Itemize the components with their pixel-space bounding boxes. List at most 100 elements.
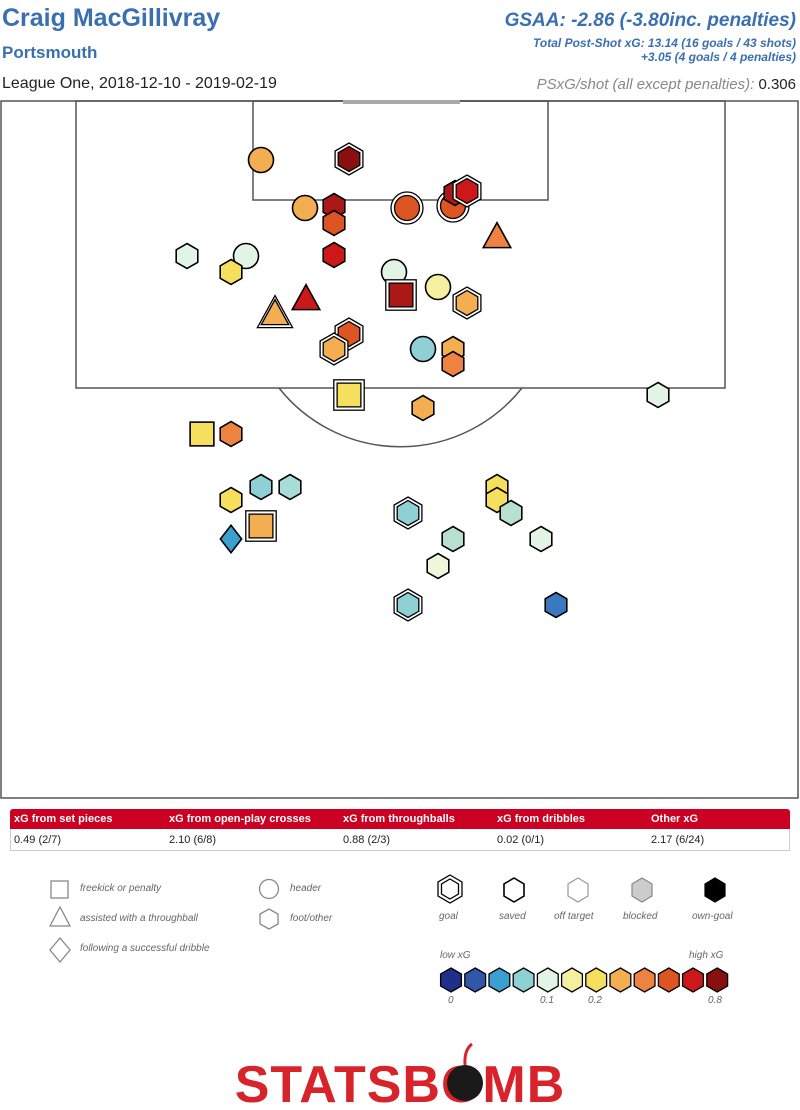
shot-marker <box>278 473 302 501</box>
legend-header-label: header <box>290 883 322 894</box>
shot-marker <box>393 496 423 530</box>
shot-marker <box>424 273 452 301</box>
set-pieces-value: 0.49 (2/7) <box>14 834 62 846</box>
shot-marker <box>256 294 294 329</box>
shot-marker <box>390 191 424 225</box>
logo-text: STATSBOMB <box>235 1056 566 1110</box>
shot-marker <box>385 279 417 311</box>
scale-high-label: high xG <box>689 950 724 961</box>
penalty-arc <box>278 387 523 448</box>
gsaa-value: GSAA: -2.86 (-3.80inc. penalties) <box>504 10 796 31</box>
scale-tick-0-2: 0.2 <box>588 995 602 1006</box>
shot-marker <box>175 242 199 270</box>
legend-dribble-label: following a successful dribble <box>80 943 210 954</box>
xg-breakdown-header <box>10 809 790 829</box>
other-xg-label: Other xG <box>651 813 699 825</box>
scale-swatch <box>657 967 680 993</box>
crosses-value: 2.10 (6/8) <box>169 834 217 846</box>
shot-marker <box>219 523 243 555</box>
shot-marker <box>499 499 523 527</box>
shot-marker <box>393 588 423 622</box>
scale-tick-0: 0 <box>448 995 454 1006</box>
throughballs-value: 0.88 (2/3) <box>343 834 391 846</box>
own-goal-outcome-icon <box>704 877 726 903</box>
shot-marker <box>249 473 273 501</box>
scale-swatch <box>488 967 511 993</box>
shot-marker <box>452 174 482 208</box>
circle-icon <box>258 878 280 900</box>
xg-breakdown-body <box>10 829 790 851</box>
shot-marker <box>219 420 243 448</box>
shots-layer <box>175 142 670 622</box>
crosses-label: xG from open-play crosses <box>169 813 311 825</box>
statsbomb-logo: STATSBOMB <box>235 1042 566 1110</box>
scale-tick-0-8: 0.8 <box>708 995 722 1006</box>
scale-swatch <box>536 967 559 993</box>
shape-legend <box>48 878 280 964</box>
scale-tick-0-1: 0.1 <box>540 995 554 1006</box>
shot-marker <box>481 220 513 249</box>
square-icon <box>50 880 69 899</box>
shot-marker <box>333 379 365 411</box>
team-name: Portsmouth <box>2 43 98 62</box>
shot-marker <box>245 510 277 542</box>
shot-marker <box>319 332 349 366</box>
goal-outcome-icon <box>437 874 463 904</box>
set-pieces-label: xG from set pieces <box>14 813 113 825</box>
legend-saved-label: saved <box>499 911 526 922</box>
scale-low-label: low xG <box>440 950 471 961</box>
outcome-legend <box>437 874 726 904</box>
psxg-per-shot-value: 0.306 <box>758 76 796 93</box>
legend-foot-label: foot/other <box>290 913 333 924</box>
diamond-icon <box>49 936 71 964</box>
scale-swatch <box>585 967 608 993</box>
off-target-outcome-icon <box>567 877 589 903</box>
shot-marker <box>219 258 243 286</box>
shot-marker <box>544 591 568 619</box>
shot-marker <box>426 552 450 580</box>
pitch-chart <box>0 100 799 799</box>
scale-swatch <box>464 967 487 993</box>
legend-goal-label: goal <box>439 911 458 922</box>
scale-swatch <box>439 967 463 993</box>
scale-swatch <box>681 967 705 993</box>
legend-own-goal-label: own-goal <box>692 911 733 922</box>
fuse-icon <box>463 1042 473 1066</box>
legend-blocked-label: blocked <box>623 911 658 922</box>
shot-marker <box>291 194 319 222</box>
shot-marker <box>247 146 275 174</box>
legend-off-target-label: off target <box>554 911 594 922</box>
scale-swatch <box>706 967 729 993</box>
player-name: Craig MacGillivray <box>2 4 221 32</box>
scale-swatch <box>512 967 535 993</box>
bomb-icon <box>447 1065 483 1101</box>
post-shot-xg: Total Post-Shot xG: 13.14 (16 goals / 43… <box>533 36 796 50</box>
dribbles-value: 0.02 (0/1) <box>497 834 545 846</box>
xg-breakdown-table: xG from set pieces xG from open-play cro… <box>10 809 790 851</box>
psxg-per-shot-label: PSxG/shot (all except penalties): <box>536 76 755 93</box>
saved-outcome-icon <box>503 877 525 903</box>
throughballs-label: xG from throughballs <box>343 813 455 825</box>
shot-marker <box>529 525 553 553</box>
legend-throughball-label: assisted with a throughball <box>80 913 198 924</box>
shot-marker <box>411 394 435 422</box>
other-xg-value: 2.17 (6/24) <box>651 834 705 846</box>
psxg-per-shot: PSxG/shot (all except penalties): 0.306 <box>537 76 796 93</box>
xg-color-scale <box>439 967 729 993</box>
hexagon-icon <box>259 908 279 930</box>
shot-marker <box>452 286 482 320</box>
shot-marker <box>334 142 364 176</box>
shot-marker <box>409 335 437 363</box>
shot-marker <box>189 421 215 447</box>
triangle-icon <box>48 905 72 927</box>
shot-marker <box>646 381 670 409</box>
scale-swatch <box>633 967 656 993</box>
dribbles-label: xG from dribbles <box>497 813 586 825</box>
competition-dates: League One, 2018-12-10 - 2019-02-19 <box>2 75 277 92</box>
shot-marker <box>219 486 243 514</box>
shot-marker <box>290 282 322 311</box>
shot-marker <box>322 209 346 237</box>
penalties-summary: +3.05 (4 goals / 4 penalties) <box>640 50 796 64</box>
scale-swatch <box>560 967 584 993</box>
legend-freekick-label: freekick or penalty <box>80 883 162 894</box>
